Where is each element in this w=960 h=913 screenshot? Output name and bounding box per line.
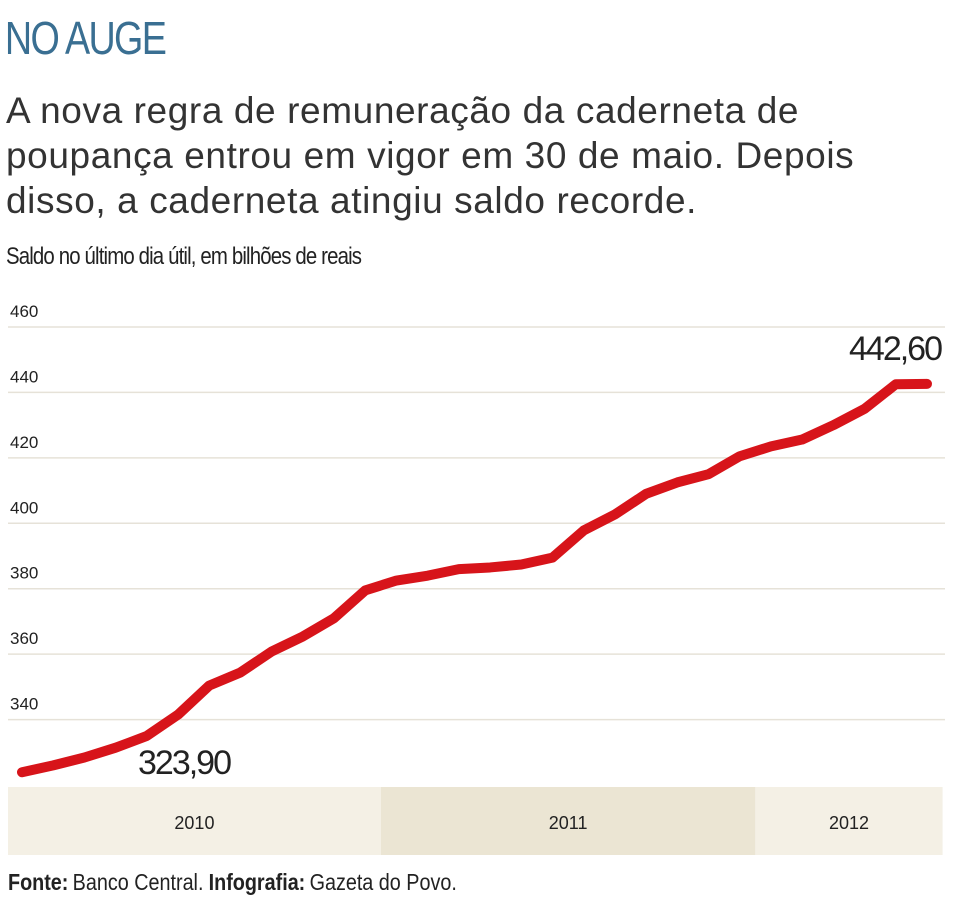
year-band: [755, 787, 943, 855]
source: Fonte: Banco Central. Infografia: Gazeta do…: [8, 870, 457, 896]
x-tick-label: 2011: [549, 813, 588, 833]
value-label: 442,60: [849, 330, 942, 368]
y-tick-label: 440: [10, 367, 38, 386]
y-axis-label: Saldo no último dia útil, em bilhões de …: [6, 242, 362, 269]
subtitle-line: A nova regra de remuneração da caderneta…: [6, 90, 799, 131]
source-text: Gazeta do Povo.: [310, 870, 457, 896]
y-tick-label: 340: [10, 695, 38, 714]
value-label: 323,90: [138, 744, 231, 782]
y-tick-label: 380: [10, 564, 38, 583]
year-band: [380, 787, 756, 855]
y-tick-label: 400: [10, 498, 38, 517]
subtitle-line: poupança entrou em vigor em 30 de maio. …: [6, 135, 854, 176]
y-tick-label: 360: [10, 629, 38, 648]
data-line: [17, 378, 932, 778]
x-tick-label: 2010: [174, 813, 214, 833]
source-text: Banco Central.: [73, 870, 204, 896]
y-tick-label: 460: [10, 302, 38, 321]
source-label: Infografia:: [209, 870, 306, 896]
y-tick-label: 420: [10, 433, 38, 452]
source-label: Fonte:: [8, 870, 68, 896]
chart-title: NO AUGE: [5, 12, 166, 63]
subtitle-line: disso, a caderneta atingiu saldo recorde…: [6, 180, 697, 221]
x-tick-label: 2012: [829, 813, 869, 833]
year-band: [8, 787, 381, 855]
